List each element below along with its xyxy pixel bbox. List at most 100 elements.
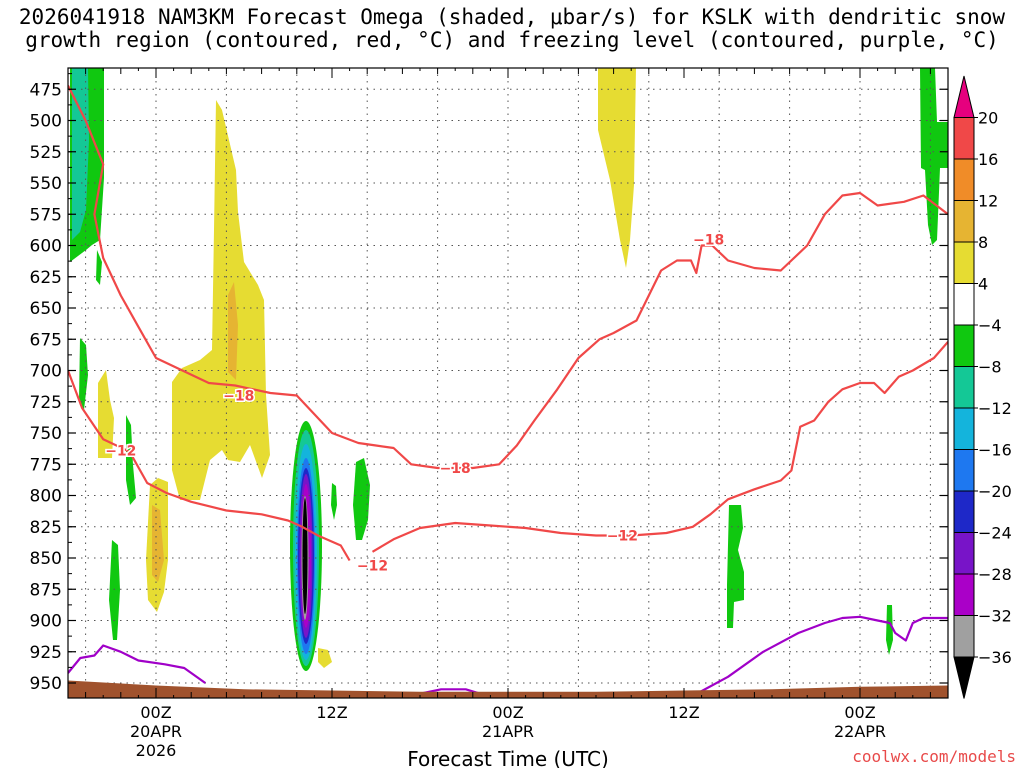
colorbar-bin — [953, 366, 975, 409]
credit-text: coolwx.com/models — [852, 747, 1016, 766]
colorbar-label: −20 — [978, 482, 1012, 501]
x-tick-label: 00Z — [844, 703, 875, 722]
chart-title-line2: growth region (contoured, red, °C) and f… — [25, 28, 999, 52]
omega-region-small-rise-1 — [96, 250, 102, 285]
y-tick-label: 700 — [30, 362, 62, 382]
colorbar-label: −16 — [978, 441, 1012, 460]
colorbar-bin — [953, 283, 975, 326]
colorbar-label: 16 — [978, 150, 998, 169]
colorbar-label: −32 — [978, 607, 1012, 626]
x-tick-label: 12Z — [668, 703, 699, 722]
dgz-contour-label: −12 — [105, 444, 136, 460]
dgz-contour-label: −18 — [223, 389, 254, 405]
y-tick-label: 600 — [30, 237, 62, 257]
x-axis-label: Forecast Time (UTC) — [407, 747, 609, 768]
omega-region-early-rise-core — [72, 68, 89, 240]
freezing-level-line — [68, 644, 206, 684]
colorbar-bin — [953, 449, 975, 492]
y-axis-ticks: 475 500 525 550 575 600 625 650 675 700 725 750 775 8… — [30, 73, 948, 694]
y-tick-label: 650 — [30, 299, 62, 319]
colorbar-bin — [953, 200, 975, 243]
colorbar-bin — [953, 117, 975, 160]
y-tick-label: 725 — [30, 393, 62, 413]
freezing-level-line — [697, 615, 948, 694]
dgz-contour-label: −12 — [607, 529, 638, 545]
omega-region-rise-4 — [109, 540, 120, 640]
y-tick-label: 575 — [30, 205, 62, 225]
y-tick-label: 950 — [30, 674, 62, 694]
colorbar-label: 8 — [978, 233, 988, 252]
colorbar-label: −28 — [978, 565, 1012, 584]
colorbar-bin — [953, 532, 975, 575]
dgz-contour-line — [68, 85, 948, 470]
colorbar-bin — [953, 324, 975, 367]
colorbar-label: 12 — [978, 192, 998, 211]
y-tick-label: 750 — [30, 424, 62, 444]
dgz-contour-label: −18 — [693, 232, 724, 248]
colorbar-label: −24 — [978, 524, 1012, 543]
colorbar-label: −8 — [978, 358, 1002, 377]
dgz-contour-line — [371, 341, 948, 553]
colorbar-bin — [953, 615, 975, 658]
y-tick-label: 900 — [30, 612, 62, 632]
x-date-label: 22APR — [834, 722, 886, 741]
y-tick-label: 825 — [30, 518, 62, 538]
omega-region-sink-d — [152, 505, 164, 582]
x-tick-label: 00Z — [140, 703, 171, 722]
y-tick-label: 875 — [30, 580, 62, 600]
contour-layer — [68, 85, 948, 695]
y-tick-label: 550 — [30, 174, 62, 194]
chart-title: 2026041918 NAM3KM Forecast Omega (shaded… — [0, 6, 1024, 52]
colorbar-bin — [953, 241, 975, 284]
omega-region-rise-3 — [126, 415, 136, 505]
omega-region-rise-7 — [727, 505, 744, 628]
colorbar-label: 20 — [978, 109, 998, 128]
colorbar-bin — [953, 407, 975, 450]
omega-region-rise-6 — [331, 483, 337, 520]
colorbar-label: −36 — [978, 648, 1012, 667]
omega-region-sink-e — [318, 648, 332, 668]
omega-shading — [70, 68, 948, 671]
omega-region-small-rise-2 — [79, 338, 88, 410]
dgz-contour-label: −12 — [357, 559, 388, 575]
x-date-label: 20APR — [130, 722, 182, 741]
y-tick-label: 500 — [30, 112, 62, 132]
y-tick-label: 525 — [30, 143, 62, 163]
x-tick-label: 12Z — [316, 703, 347, 722]
omega-region-sink-core — [228, 282, 238, 380]
omega-core-lt-m36 — [302, 498, 308, 614]
y-tick-label: 800 — [30, 487, 62, 507]
dgz-contour-label: −18 — [440, 461, 471, 477]
chart-title-line1: 2026041918 NAM3KM Forecast Omega (shaded… — [18, 5, 1006, 29]
freezing-level-line — [423, 688, 479, 695]
colorbar-arrow-top — [953, 75, 975, 118]
y-tick-label: 475 — [30, 80, 62, 100]
x-tick-label: 00Z — [492, 703, 523, 722]
omega-region-late-rise — [920, 68, 948, 245]
y-tick-label: 625 — [30, 268, 62, 288]
omega-region-rise-8 — [886, 605, 893, 655]
y-tick-label: 850 — [30, 549, 62, 569]
omega-region-sink-late — [598, 68, 636, 268]
colorbar-bin — [953, 158, 975, 201]
colorbar-bin — [953, 573, 975, 616]
y-tick-label: 925 — [30, 643, 62, 663]
dgz-contour-line — [68, 370, 351, 562]
colorbar-arrow-bottom — [953, 656, 975, 699]
y-tick-label: 675 — [30, 330, 62, 350]
colorbar-bin — [953, 490, 975, 533]
terrain-fill — [68, 680, 948, 698]
contour-labels: −12 −12 −12 −18 −18 −18 — [104, 231, 726, 576]
y-tick-label: 775 — [30, 455, 62, 475]
grid-lines — [68, 68, 948, 698]
omega-region-rise-5 — [353, 458, 370, 540]
colorbar-label: 4 — [978, 275, 988, 294]
colorbar-label: −4 — [978, 316, 1002, 335]
x-year-label: 2026 — [136, 741, 177, 760]
omega-region-sink-c — [172, 100, 270, 500]
colorbar: 20 16 12 8 4 −4 −8 −12 −16 −20 −24 −28 −32 −36 — [953, 75, 1012, 699]
colorbar-label: −12 — [978, 399, 1012, 418]
x-date-label: 21APR — [482, 722, 534, 741]
